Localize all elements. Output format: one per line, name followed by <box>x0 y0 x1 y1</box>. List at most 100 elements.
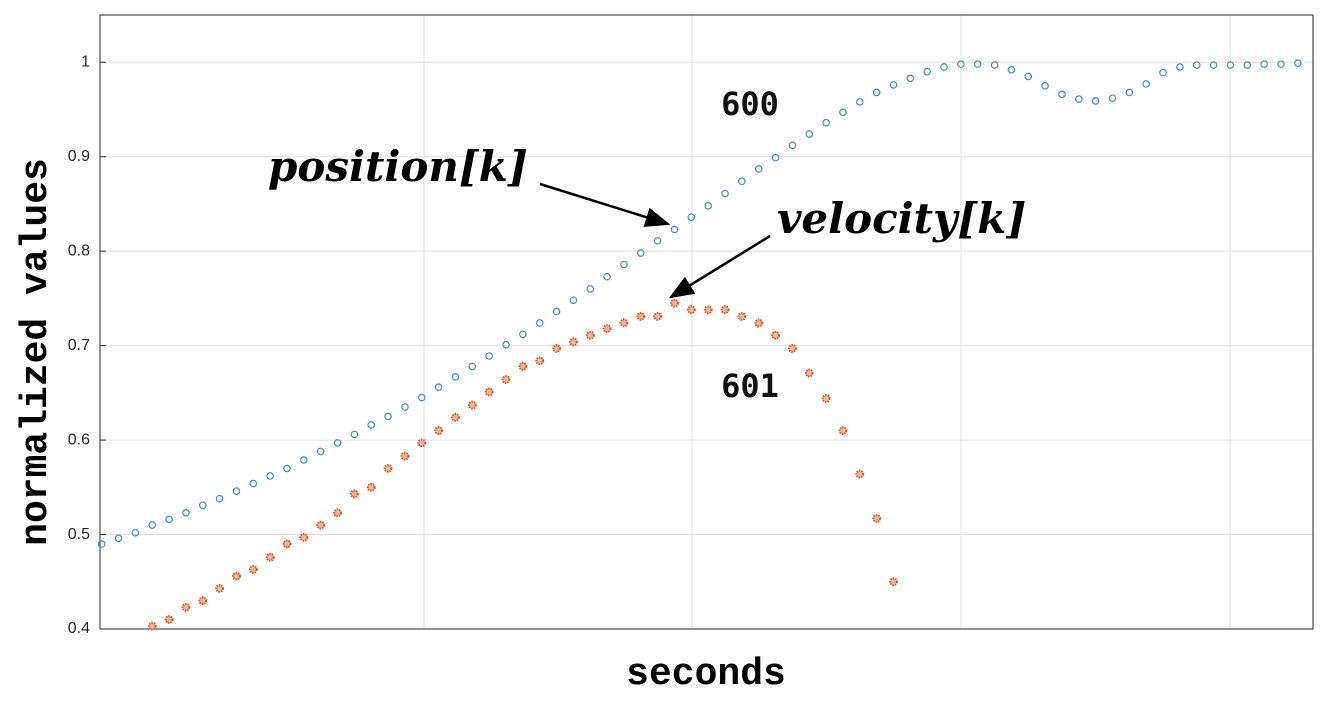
point <box>822 118 830 127</box>
point <box>300 456 308 464</box>
point <box>518 361 528 371</box>
point <box>990 61 999 69</box>
point <box>838 426 848 436</box>
point <box>1277 60 1285 68</box>
point <box>1226 61 1235 69</box>
point <box>485 352 493 360</box>
point <box>451 372 460 381</box>
point <box>602 324 612 334</box>
point <box>535 356 545 366</box>
annotation: position[k] <box>268 142 528 191</box>
point <box>889 81 898 89</box>
point <box>1260 60 1268 68</box>
axes-box <box>99 14 1314 630</box>
point <box>872 514 882 523</box>
y-tick-label: 0.8 <box>68 242 90 259</box>
annotation: 601 <box>721 367 779 405</box>
point <box>1075 95 1083 103</box>
point <box>855 469 865 479</box>
point <box>148 521 157 529</box>
point <box>97 540 106 548</box>
point <box>266 472 274 480</box>
point <box>603 272 611 281</box>
x-axis-label: seconds <box>626 653 786 696</box>
point <box>215 583 225 593</box>
point <box>1024 72 1033 81</box>
point <box>856 98 864 106</box>
point <box>1209 61 1218 69</box>
point <box>1243 61 1252 69</box>
point <box>451 413 460 422</box>
point <box>1142 80 1151 88</box>
point <box>771 153 780 162</box>
point <box>940 63 948 71</box>
point <box>839 108 847 117</box>
point <box>519 330 527 339</box>
point <box>349 489 359 499</box>
point <box>434 426 444 436</box>
point <box>535 319 544 327</box>
point <box>417 393 426 402</box>
point <box>704 202 712 210</box>
point <box>248 565 258 574</box>
point <box>434 383 443 391</box>
point <box>1007 65 1016 74</box>
point <box>249 479 258 488</box>
point <box>721 189 729 198</box>
y-tick-label: 0.9 <box>68 148 90 165</box>
point <box>1091 97 1100 105</box>
point <box>636 249 645 257</box>
point <box>198 501 207 510</box>
point <box>467 400 477 410</box>
point <box>923 67 931 76</box>
point <box>653 311 663 321</box>
point <box>670 298 679 308</box>
point <box>147 621 157 631</box>
point <box>569 296 578 305</box>
point <box>788 141 797 150</box>
y-axis-label: normalized values <box>15 158 58 546</box>
arrow <box>668 234 771 299</box>
point <box>333 508 342 518</box>
point <box>367 421 376 429</box>
point <box>687 213 696 221</box>
point <box>771 330 780 340</box>
point <box>501 375 511 385</box>
point <box>215 494 224 503</box>
point <box>502 340 510 349</box>
point <box>738 177 746 186</box>
point <box>670 225 679 234</box>
point <box>636 311 646 321</box>
point <box>232 571 241 581</box>
point <box>585 330 595 340</box>
point <box>754 318 764 328</box>
point <box>686 305 696 315</box>
point <box>1108 94 1117 102</box>
point <box>889 577 898 587</box>
point <box>906 74 915 83</box>
point <box>720 305 730 315</box>
point <box>586 285 595 293</box>
point <box>957 60 965 68</box>
point <box>299 532 309 542</box>
point <box>973 60 982 68</box>
point <box>552 307 561 316</box>
point <box>653 236 662 245</box>
point <box>788 344 797 353</box>
point <box>265 552 275 562</box>
point <box>754 165 763 173</box>
point <box>198 596 208 606</box>
y-tick-label: 1 <box>81 53 90 70</box>
point <box>316 520 326 530</box>
point <box>383 464 393 473</box>
y-tick-label: 0.4 <box>68 620 90 637</box>
annotation: velocity[k] <box>777 194 1026 243</box>
point <box>1125 88 1134 97</box>
point <box>821 394 831 403</box>
point <box>552 344 561 353</box>
point <box>1041 82 1049 90</box>
point <box>232 487 241 495</box>
point <box>703 305 713 315</box>
